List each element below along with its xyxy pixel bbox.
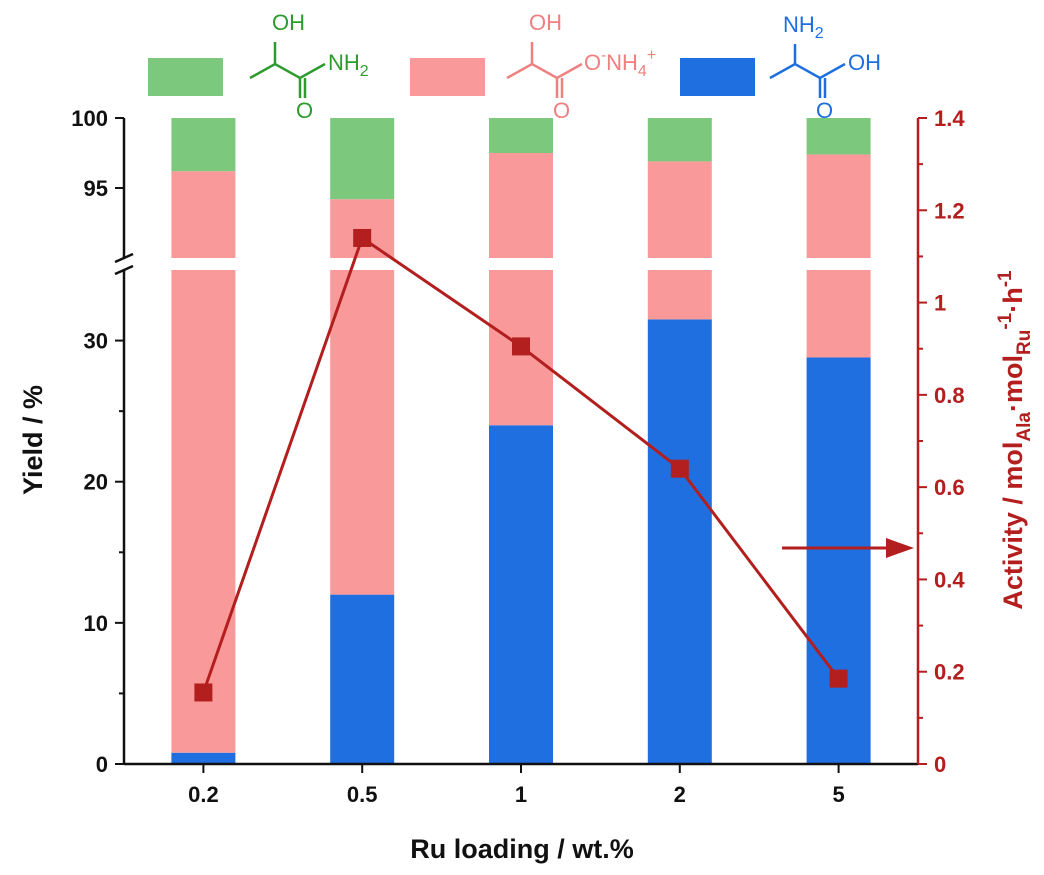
x-tick-label: 2 — [674, 782, 686, 807]
bar-segment-salt — [489, 153, 553, 258]
y2-tick-label: 1 — [934, 291, 946, 316]
bar-segment-salt — [330, 270, 395, 595]
y2-tick-label: 1.4 — [934, 106, 965, 131]
bar-segment-salt — [647, 270, 712, 320]
salt-oh-label: OH — [529, 10, 562, 35]
y2-tick-label: 0 — [934, 752, 946, 777]
activity-line-layer — [194, 228, 914, 702]
bar-segment-amide — [330, 118, 395, 200]
alanine-skeleton — [769, 62, 846, 80]
y-tick-label: 30 — [84, 329, 108, 354]
bars-layer — [171, 118, 871, 764]
amide-oh-label: OH — [272, 10, 305, 35]
y2-axis-title: Activity / molAla·molRu-1·h-1 — [995, 270, 1035, 610]
y-axis-title: Yield / % — [18, 385, 48, 495]
activity-point — [194, 683, 213, 702]
activity-point — [670, 459, 689, 478]
salt-skeleton — [506, 62, 583, 80]
x-tick-label: 5 — [832, 782, 844, 807]
y2-title-sup-2: -1 — [995, 270, 1016, 287]
amide-skeleton — [249, 62, 326, 80]
activity-point — [829, 669, 848, 688]
y2-tick-label: 0.6 — [934, 475, 965, 500]
amide-o-label: O — [296, 98, 313, 123]
bar-segment-salt — [330, 199, 395, 258]
bar-segment-salt — [171, 171, 236, 258]
y2-tick-label: 0.8 — [934, 383, 965, 408]
activity-point — [512, 337, 530, 356]
bar-segment-amide — [171, 118, 236, 172]
activity-point — [353, 228, 372, 247]
y2-tick-label: 0.2 — [934, 660, 965, 685]
bar-segment-amide — [489, 118, 553, 153]
x-tick-label: 1 — [515, 782, 527, 807]
x-tick-label: 0.2 — [188, 782, 219, 807]
alanine-oh-label: OH — [848, 50, 881, 75]
bar-segment-salt — [806, 154, 871, 258]
salt-o-label: O — [553, 98, 570, 123]
y2-title-sub-ala: Ala — [1014, 412, 1035, 442]
legend-swatch-salt — [410, 58, 485, 96]
salt-carboxylate-label: O-NH4+ — [584, 47, 656, 80]
y-tick-label: 10 — [84, 611, 108, 636]
y-tick-label: 0 — [96, 752, 108, 777]
bar-segment-alanine — [171, 752, 236, 764]
bar-segment-alanine — [489, 425, 553, 764]
y2-title-sup-1: -1 — [995, 312, 1016, 329]
y-tick-label: 95 — [84, 176, 108, 201]
y2-title-mid2: ·h — [998, 287, 1028, 312]
bar-segment-salt — [806, 270, 871, 358]
axis-break-mark — [114, 252, 134, 264]
bar-segment-amide — [806, 118, 871, 155]
x-tick-label: 0.5 — [347, 782, 378, 807]
bar-segment-amide — [647, 118, 712, 162]
y2-tick-label: 0.4 — [934, 567, 965, 592]
legend: OH NH2 O OH O O-NH4+ NH2 OH O — [148, 10, 881, 123]
annotation-arrow-head — [886, 538, 914, 558]
y2-title-main: Activity / mol — [998, 442, 1028, 610]
alanine-nh2-label: NH2 — [783, 12, 824, 42]
axes-layer: 0 10 20 30 95 100 0.2 0.5 1 2 5 0 0.2 0.4 0.6 0.8 1 1.2 1.… — [71, 106, 965, 807]
alanine-o-label: O — [816, 98, 833, 123]
amide-nh2-label: NH2 — [328, 50, 369, 80]
legend-swatch-amide — [148, 58, 223, 96]
y2-tick-label: 1.2 — [934, 198, 965, 223]
y-tick-label: 20 — [84, 470, 108, 495]
axis-break-mark — [114, 264, 134, 276]
y-tick-label: 100 — [71, 106, 108, 131]
y2-title-sub-ru: Ru — [1014, 330, 1035, 355]
bar-segment-alanine — [647, 319, 712, 764]
bar-segment-salt — [171, 270, 236, 753]
y2-title-mid: ·mol — [998, 355, 1028, 412]
bar-segment-alanine — [806, 357, 871, 764]
bar-segment-salt — [647, 161, 712, 258]
bar-segment-alanine — [330, 594, 395, 764]
legend-swatch-alanine — [680, 58, 755, 96]
x-axis-title: Ru loading / wt.% — [410, 834, 634, 864]
